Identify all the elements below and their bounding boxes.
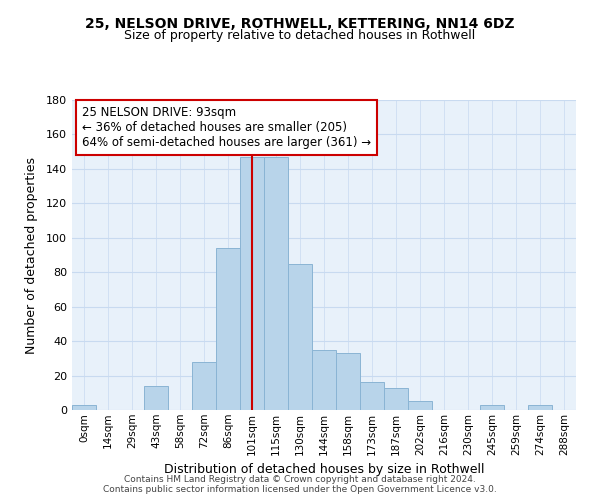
Y-axis label: Number of detached properties: Number of detached properties (25, 156, 38, 354)
Text: Size of property relative to detached houses in Rothwell: Size of property relative to detached ho… (124, 29, 476, 42)
Text: 25 NELSON DRIVE: 93sqm
← 36% of detached houses are smaller (205)
64% of semi-de: 25 NELSON DRIVE: 93sqm ← 36% of detached… (82, 106, 371, 149)
Bar (288, 264, 312, 410)
X-axis label: Distribution of detached houses by size in Rothwell: Distribution of detached houses by size … (164, 463, 484, 476)
Bar (72, 405, 96, 410)
Bar (216, 248, 240, 410)
Bar (384, 388, 408, 410)
Bar (336, 353, 360, 410)
Bar (528, 405, 552, 410)
Bar (192, 362, 216, 410)
Text: 25, NELSON DRIVE, ROTHWELL, KETTERING, NN14 6DZ: 25, NELSON DRIVE, ROTHWELL, KETTERING, N… (85, 18, 515, 32)
Text: Contains HM Land Registry data © Crown copyright and database right 2024.: Contains HM Land Registry data © Crown c… (124, 475, 476, 484)
Bar (240, 157, 264, 410)
Bar (312, 350, 336, 410)
Bar (408, 402, 432, 410)
Bar (360, 382, 384, 410)
Text: Contains public sector information licensed under the Open Government Licence v3: Contains public sector information licen… (103, 485, 497, 494)
Bar (264, 157, 288, 410)
Bar (144, 386, 168, 410)
Bar (480, 405, 504, 410)
